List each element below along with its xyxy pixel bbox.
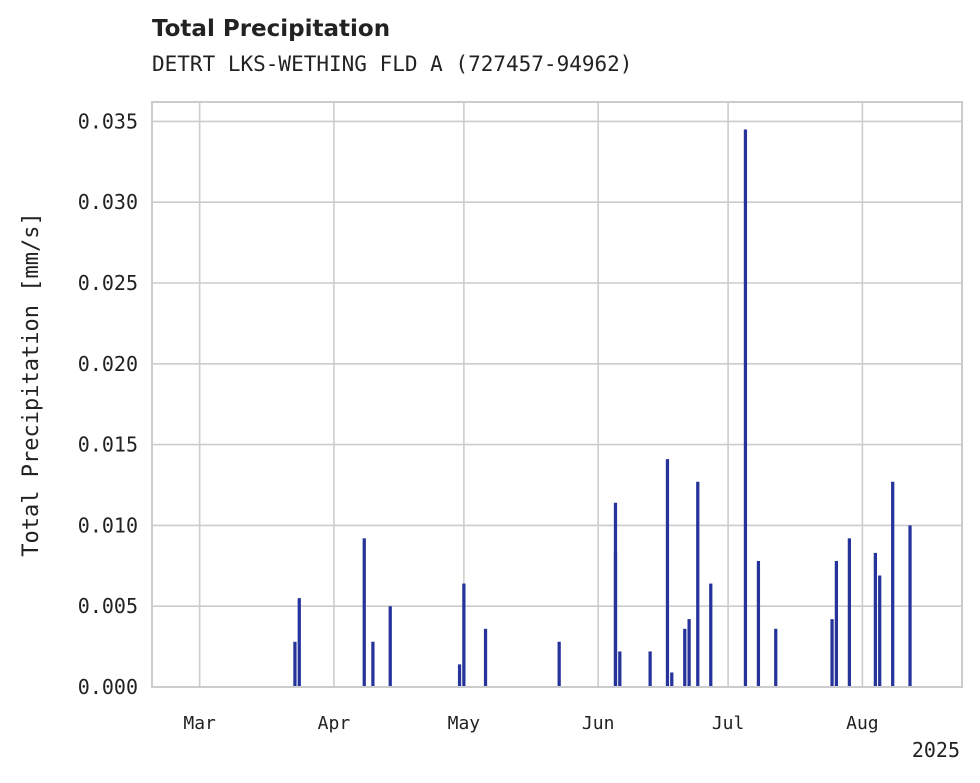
- precipitation-bar: [830, 619, 834, 687]
- precipitation-bar: [388, 606, 392, 687]
- chart-title: Total Precipitation: [152, 16, 391, 42]
- precipitation-bar: [613, 552, 618, 687]
- y-tick-label: 0.030: [78, 190, 138, 214]
- precipitation-bar: [483, 628, 488, 687]
- precipitation-bar: [696, 481, 700, 687]
- precipitation-bar: [891, 481, 895, 687]
- precipitation-bar: [834, 560, 839, 687]
- y-tick-label: 0.000: [78, 675, 138, 699]
- x-tick-labels: Mar Apr May Jun Jul Aug: [183, 713, 878, 734]
- x-tick-label: Jul: [712, 713, 745, 734]
- y-tick-labels: 0.000 0.005 0.010 0.015 0.020 0.025 0.030 0.035: [78, 109, 138, 699]
- precipitation-bar: [687, 619, 691, 687]
- bars-group: [293, 129, 912, 687]
- precipitation-bar: [665, 459, 670, 687]
- precipitation-bar: [557, 641, 561, 687]
- x-tick-label: Mar: [183, 713, 216, 734]
- x-tick-label: Apr: [318, 713, 351, 734]
- y-tick-label: 0.010: [78, 513, 138, 537]
- precipitation-bar: [371, 641, 375, 687]
- precipitation-bar: [297, 598, 301, 687]
- y-tick-label: 0.025: [78, 271, 138, 295]
- precipitation-bar: [756, 560, 761, 687]
- precipitation-bar: [618, 651, 622, 687]
- precipitation-bar: [908, 525, 912, 687]
- x-tick-label: Jun: [582, 713, 615, 734]
- precipitation-bar: [743, 129, 748, 687]
- y-tick-label: 0.020: [78, 352, 138, 376]
- x-tick-label: May: [448, 713, 481, 734]
- precipitation-bar: [847, 538, 852, 687]
- precipitation-bar: [873, 552, 877, 687]
- x-tick-label: Aug: [846, 713, 879, 734]
- chart-subtitle: DETRT LKS-WETHING FLD A (727457-94962): [152, 52, 633, 76]
- precipitation-bar: [774, 628, 778, 687]
- y-tick-label: 0.005: [78, 594, 138, 618]
- x-offset-label: 2025: [912, 738, 960, 762]
- precipitation-bar: [648, 651, 652, 687]
- precipitation-bar: [293, 641, 297, 687]
- y-tick-label: 0.035: [78, 109, 138, 133]
- y-axis-label: Total Precipitation [mm/s]: [19, 212, 44, 556]
- precipitation-bar: [683, 628, 687, 687]
- precipitation-bar: [670, 672, 674, 687]
- precipitation-bar: [709, 583, 713, 687]
- precipitation-bar: [462, 583, 466, 687]
- plot-frame: [151, 101, 963, 688]
- precipitation-bar: [457, 664, 462, 687]
- grid-lines: [152, 102, 962, 688]
- y-tick-label: 0.015: [78, 433, 138, 457]
- precipitation-bar: [362, 538, 366, 687]
- precipitation-bar: [878, 575, 882, 687]
